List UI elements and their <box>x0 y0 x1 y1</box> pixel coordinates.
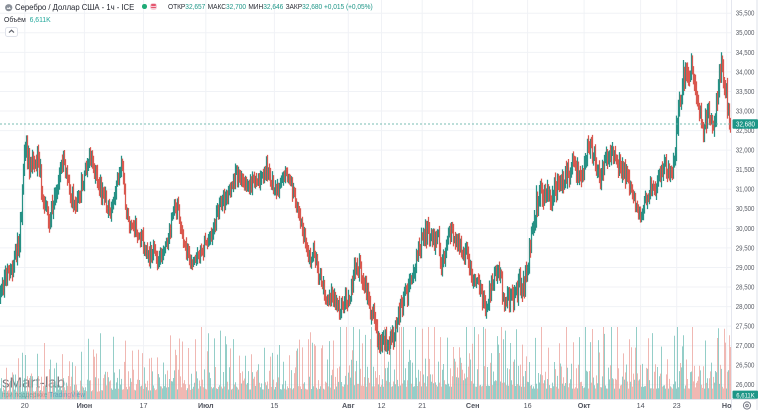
svg-text:30,000: 30,000 <box>736 226 755 233</box>
svg-text:32,500: 32,500 <box>736 128 755 135</box>
svg-text:35,500: 35,500 <box>736 11 755 18</box>
svg-text:17: 17 <box>140 401 148 410</box>
svg-text:34,500: 34,500 <box>736 50 755 57</box>
svg-text:33,500: 33,500 <box>736 89 755 96</box>
svg-text:Окт: Окт <box>578 401 591 410</box>
svg-text:31,500: 31,500 <box>736 167 755 174</box>
svg-text:12: 12 <box>378 401 386 410</box>
svg-text:29,500: 29,500 <box>736 245 755 252</box>
svg-text:Июн: Июн <box>77 401 93 410</box>
svg-text:15: 15 <box>270 401 278 410</box>
svg-text:14: 14 <box>637 401 645 410</box>
svg-text:Июл: Июл <box>198 401 214 410</box>
svg-text:26,500: 26,500 <box>736 363 755 370</box>
svg-text:Сен: Сен <box>466 401 480 410</box>
svg-text:16: 16 <box>524 401 532 410</box>
svg-text:28,000: 28,000 <box>736 304 755 311</box>
svg-text:33,000: 33,000 <box>736 108 755 115</box>
svg-text:27,000: 27,000 <box>736 343 755 350</box>
svg-text:6,611K: 6,611K <box>736 392 755 399</box>
svg-text:28,500: 28,500 <box>736 284 755 291</box>
svg-text:21: 21 <box>418 401 426 410</box>
svg-text:35,000: 35,000 <box>736 30 755 37</box>
svg-text:34,000: 34,000 <box>736 69 755 76</box>
svg-text:30,500: 30,500 <box>736 206 755 213</box>
svg-text:Но: Но <box>722 401 732 410</box>
svg-text:20: 20 <box>21 401 29 410</box>
svg-text:31,000: 31,000 <box>736 187 755 194</box>
svg-text:23: 23 <box>673 401 681 410</box>
svg-text:26,000: 26,000 <box>736 382 755 389</box>
svg-text:32,000: 32,000 <box>736 148 755 155</box>
svg-text:Авг: Авг <box>342 401 355 410</box>
svg-text:27,500: 27,500 <box>736 324 755 331</box>
svg-text:32,680: 32,680 <box>736 122 755 129</box>
svg-text:29,000: 29,000 <box>736 265 755 272</box>
